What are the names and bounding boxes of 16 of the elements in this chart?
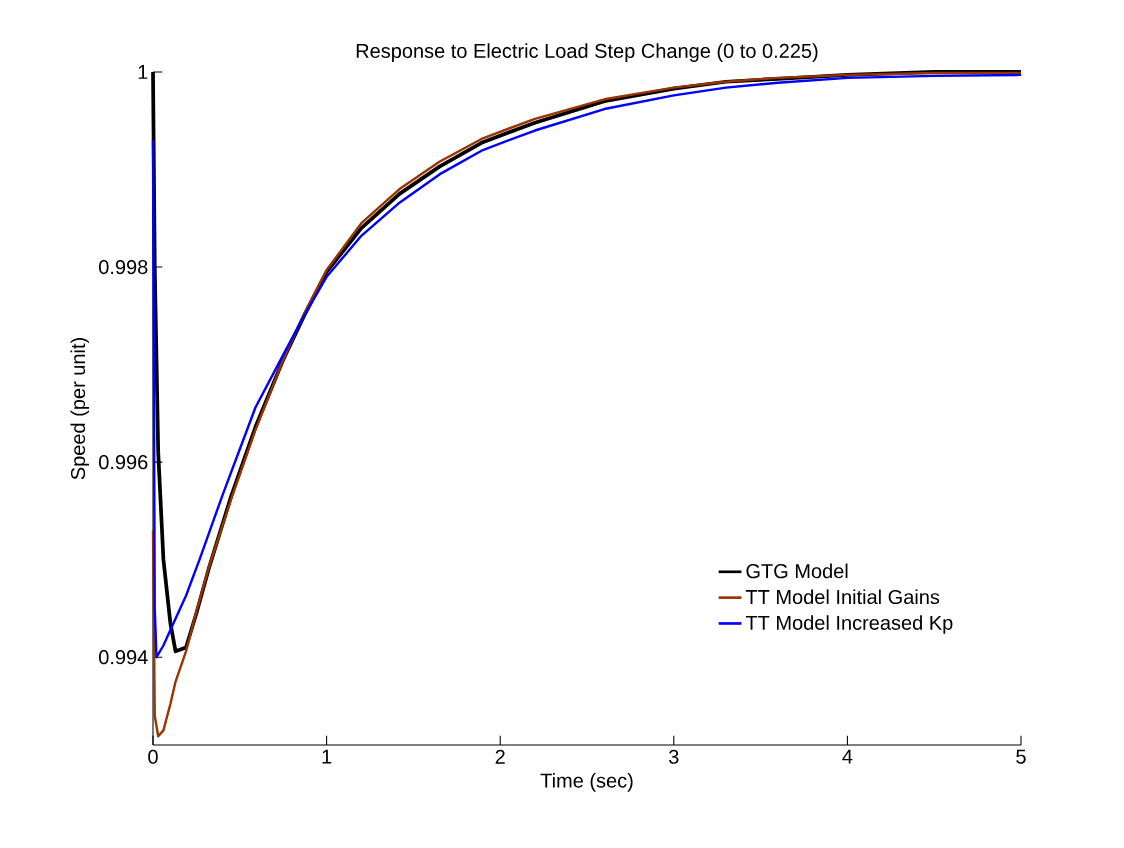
x-tick-label: 1 bbox=[322, 749, 332, 764]
y-tick-label: 0.996 bbox=[99, 455, 148, 470]
chart-title: Response to Electric Load Step Change (0 to 0.225) bbox=[356, 43, 818, 62]
x-tick-label: 4 bbox=[842, 749, 853, 764]
legend-label: TT Model Increased Kp bbox=[745, 615, 953, 634]
x-tick-label: 3 bbox=[668, 749, 679, 764]
x-tick-label: 5 bbox=[1016, 749, 1026, 764]
legend-label: TT Model Initial Gains bbox=[745, 589, 940, 605]
y-tick-label: 0.994 bbox=[99, 650, 148, 665]
x-axis-title: Time (sec) bbox=[540, 773, 633, 792]
x-tick-label: 2 bbox=[495, 749, 505, 764]
y-axis-title: Speed (per unit) bbox=[70, 338, 90, 480]
x-tick-label: 0 bbox=[148, 749, 158, 764]
y-tick-label: 0.998 bbox=[99, 259, 148, 275]
legend-label: GTG Model bbox=[746, 563, 848, 579]
y-tick-label: 1 bbox=[138, 65, 148, 79]
